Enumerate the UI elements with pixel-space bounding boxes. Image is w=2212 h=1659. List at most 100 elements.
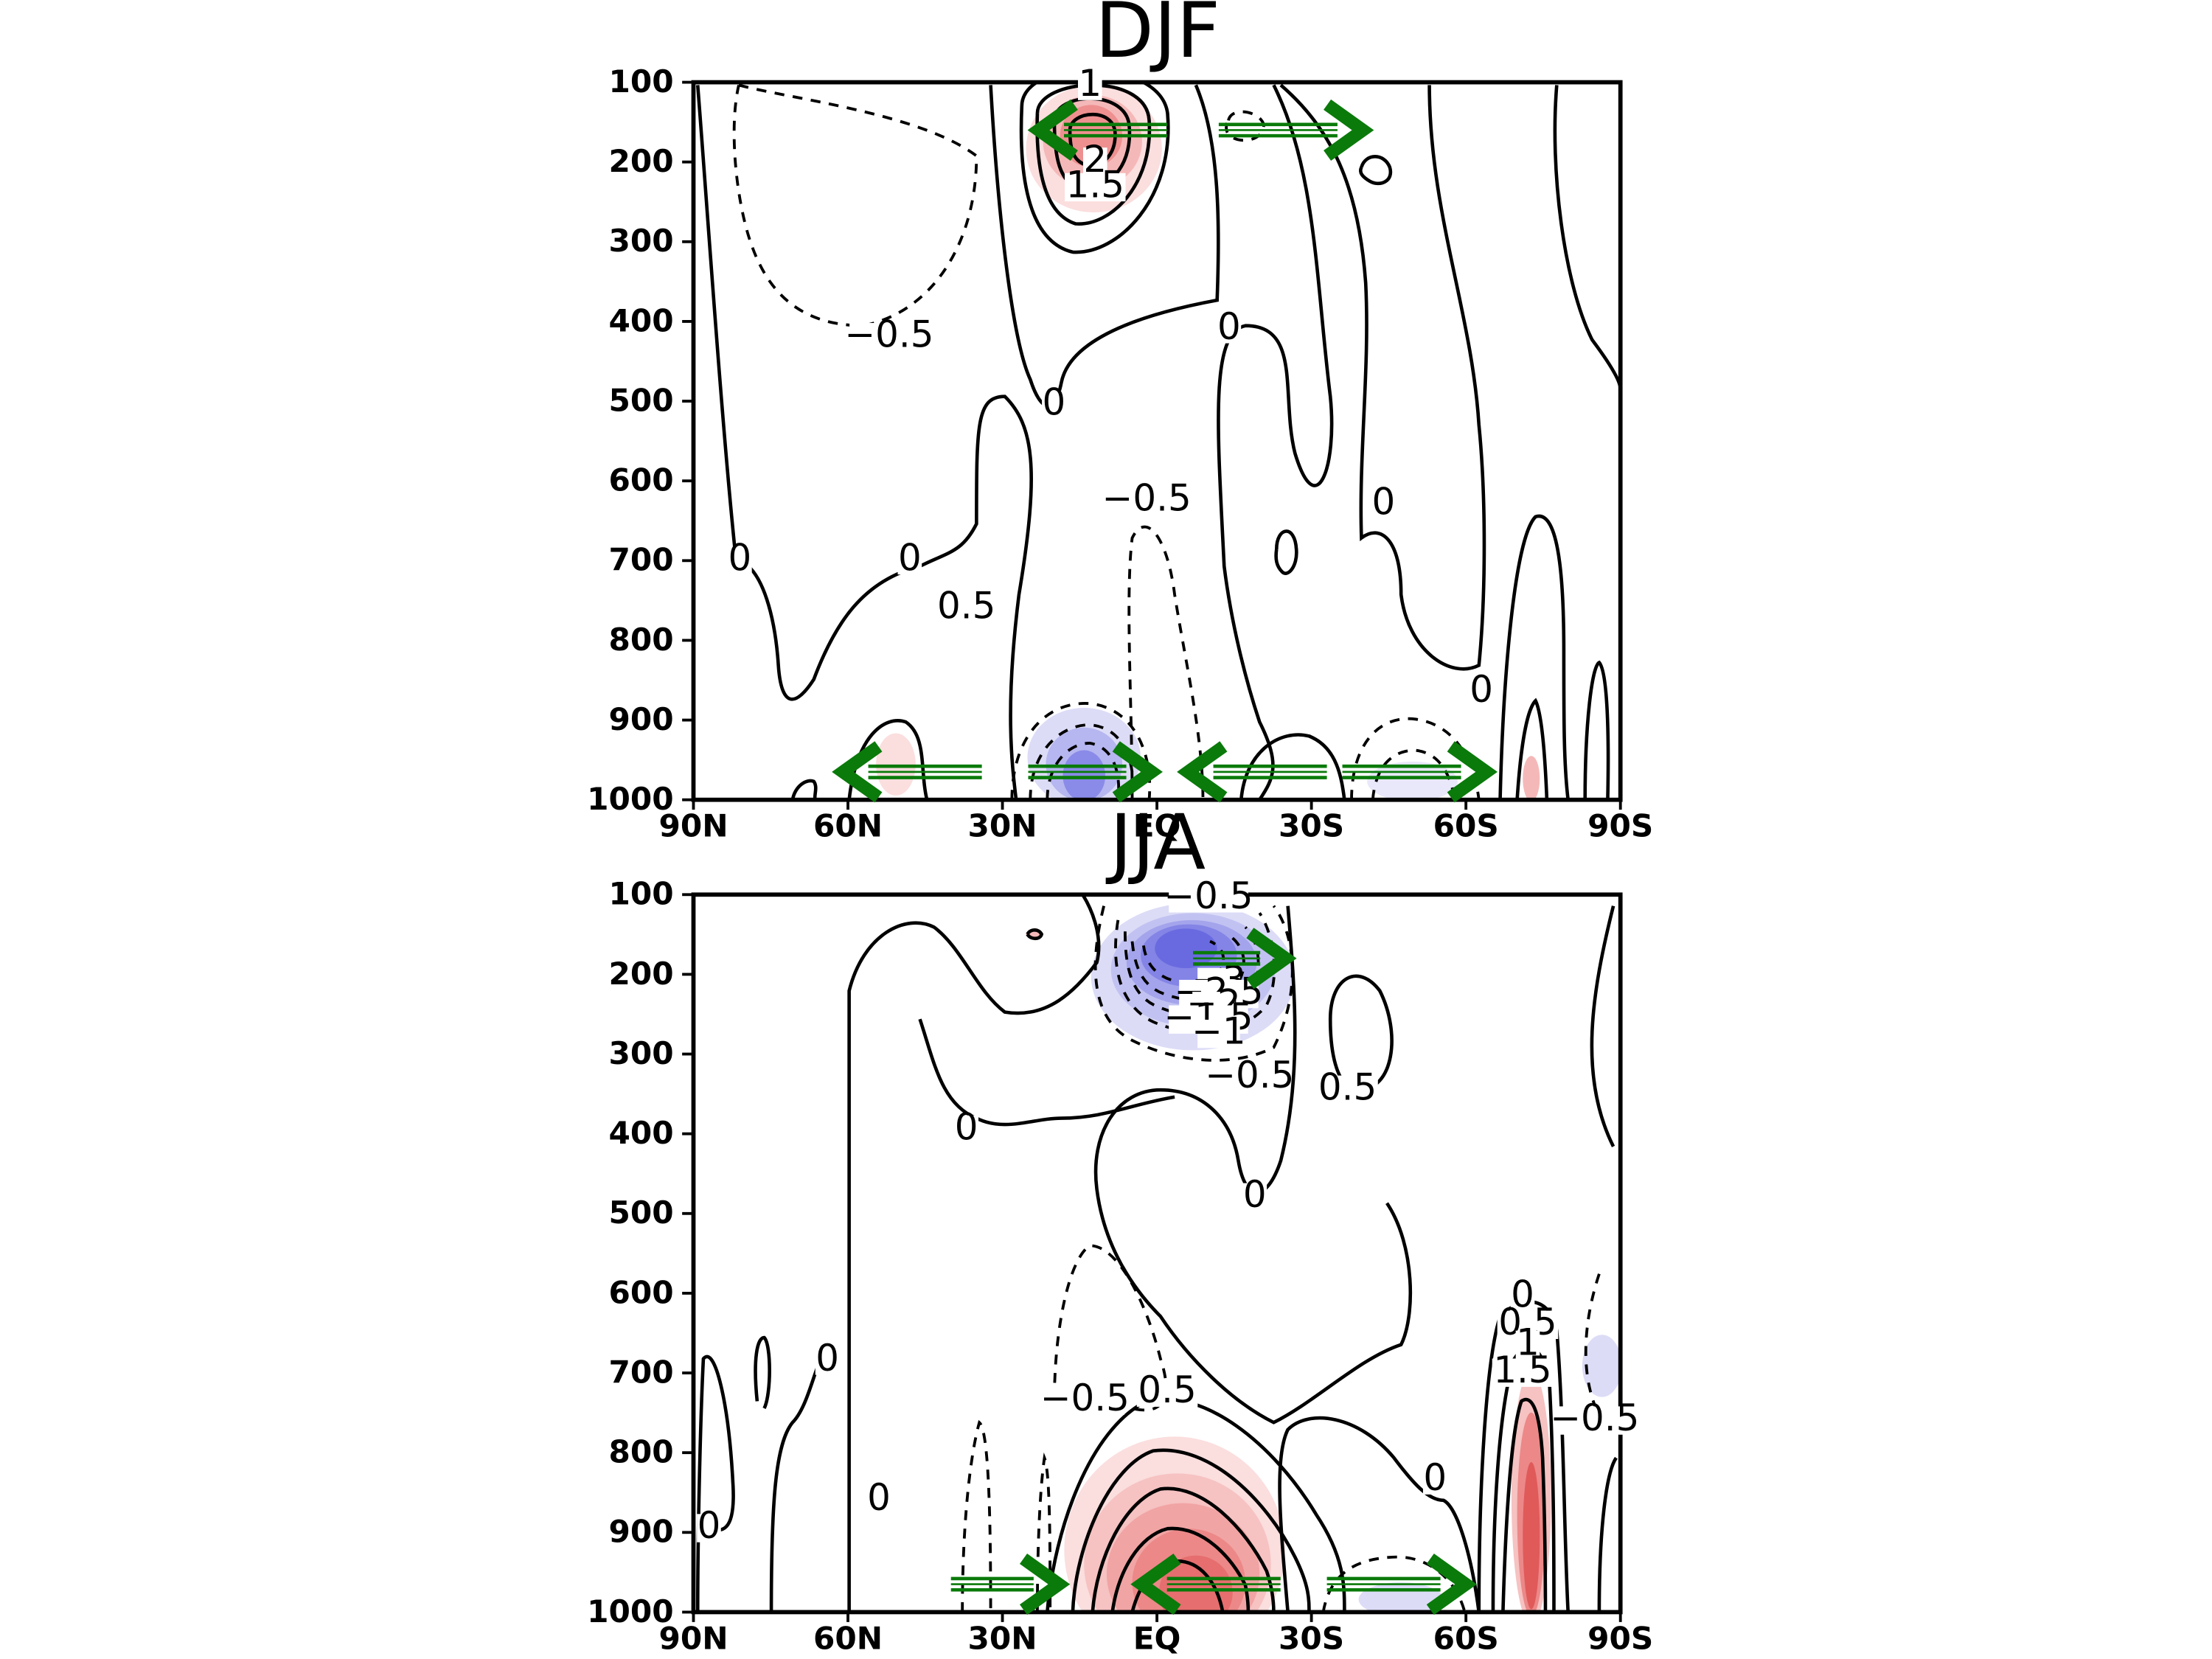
contour-label: −0.5	[1164, 874, 1253, 917]
contour-zero	[1217, 84, 1334, 800]
panel-jja: JJA	[587, 799, 1653, 1657]
y-tick-label: 700	[608, 1354, 673, 1390]
contour-zero	[1515, 698, 1549, 800]
arrow-right	[950, 1553, 1071, 1615]
contour-label-bg	[1510, 1282, 1535, 1312]
contour-label: 1.5	[1493, 1349, 1551, 1391]
contour-label: 0	[1217, 305, 1241, 348]
contour-label-bg	[697, 1514, 721, 1543]
contour-label: 1.5	[1066, 163, 1124, 206]
y-tick-label: 300	[608, 223, 673, 259]
panel-title: JJA	[1105, 799, 1206, 888]
arrow-head	[1246, 928, 1297, 990]
contour-zero	[1501, 1397, 1548, 1613]
contour-negative	[1093, 905, 1294, 1062]
x-tick-label: 90N	[658, 1620, 728, 1656]
contour-zero	[1498, 514, 1570, 800]
y-tick-label: 500	[608, 383, 673, 419]
contour-zero	[1093, 905, 1413, 1425]
y-tick-label: 800	[608, 1434, 673, 1470]
arrow-head	[1020, 1553, 1071, 1615]
x-tick-label: 60N	[813, 808, 883, 844]
contour-label: 0	[1423, 1456, 1447, 1499]
shade-positive	[876, 733, 916, 796]
contour-zero	[1328, 974, 1394, 1092]
contour-label: 0	[1470, 668, 1493, 711]
x-tick-label: 90S	[1587, 808, 1653, 844]
y-tick-label: 600	[608, 462, 673, 498]
arrow-left	[1177, 741, 1327, 803]
y-tick-label: 700	[608, 542, 673, 578]
contour-positive	[1110, 1526, 1251, 1613]
x-tick-label: 60S	[1433, 1620, 1499, 1656]
y-tick-label: 100	[608, 63, 673, 100]
x-tick-label: 90S	[1587, 1620, 1653, 1656]
contour-label: −0.5	[1040, 1377, 1130, 1419]
contour-zero	[754, 1335, 771, 1410]
contour-zero	[1278, 1416, 1481, 1613]
contour-label-bg	[1515, 1330, 1540, 1360]
contour-positive	[1071, 1448, 1311, 1613]
contour-zero	[1553, 85, 1621, 390]
contour-lines	[695, 82, 1621, 800]
contour-label: −0.5	[844, 313, 933, 356]
shade-positive	[1523, 756, 1540, 800]
contour-label-bg	[1317, 1075, 1378, 1105]
arrow-head	[1177, 741, 1228, 803]
contour-label-bg	[1077, 72, 1102, 100]
y-tick-label: 900	[608, 701, 673, 737]
contour-positive	[1068, 112, 1117, 168]
contour-zero	[1274, 529, 1298, 575]
arrow-head	[1426, 1553, 1478, 1615]
contour-label-bg	[1242, 1183, 1267, 1212]
y-tick-label: 500	[608, 1194, 673, 1231]
flow-arrows	[832, 99, 1498, 803]
contour-label: −0.5	[1205, 1054, 1294, 1096]
x-tick-label: EQ	[1133, 1620, 1181, 1656]
contour-label: 0	[1243, 1173, 1267, 1216]
contour-zero	[1590, 905, 1615, 1147]
contour-label: 0	[1372, 481, 1396, 524]
contour-label-bg	[1217, 315, 1242, 344]
contour-negative	[1046, 741, 1121, 800]
contour-label-bg	[1042, 390, 1066, 420]
contour-zero	[695, 85, 1033, 800]
contour-negative	[732, 83, 978, 327]
arrow-head	[1324, 99, 1374, 161]
contour-zero	[1279, 83, 1486, 671]
contour-negative	[1127, 525, 1205, 800]
contour-label-bg	[1107, 486, 1186, 515]
contour-negative	[1010, 702, 1152, 800]
arrow-right	[1028, 741, 1163, 803]
arrow-head	[1112, 741, 1163, 803]
contour-label-bg	[866, 1486, 891, 1514]
arrow-right	[1218, 99, 1374, 161]
y-tick-label: 600	[608, 1274, 673, 1310]
contour-label-bg	[954, 1115, 978, 1144]
contour-label-bg	[1065, 173, 1126, 202]
contour-label: 1	[1516, 1321, 1540, 1363]
x-tick-label: 30N	[968, 808, 1037, 844]
contour-label: 0.5	[1318, 1065, 1377, 1108]
contour-negative	[1225, 110, 1265, 142]
y-tick-label: 200	[608, 143, 673, 179]
contour-label-bg	[849, 323, 929, 352]
contour-label: 0	[815, 1337, 839, 1380]
contour-positive	[1019, 82, 1170, 254]
contour-zero	[1597, 1456, 1618, 1613]
y-tick-label: 400	[608, 1115, 673, 1151]
contour-label: −0.5	[1102, 476, 1192, 519]
y-tick-label: 100	[608, 876, 673, 912]
shade-positive	[1523, 1461, 1540, 1610]
contour-label-bg	[897, 546, 922, 575]
contour-label: −0.5	[1550, 1397, 1639, 1439]
contour-label-bg	[1492, 1358, 1554, 1387]
shade-negative	[1062, 750, 1106, 800]
contour-label-bg	[1555, 1406, 1635, 1435]
arrow-right	[1326, 1553, 1478, 1615]
arrow-left	[1027, 99, 1168, 161]
shade-negative	[1582, 1335, 1621, 1397]
